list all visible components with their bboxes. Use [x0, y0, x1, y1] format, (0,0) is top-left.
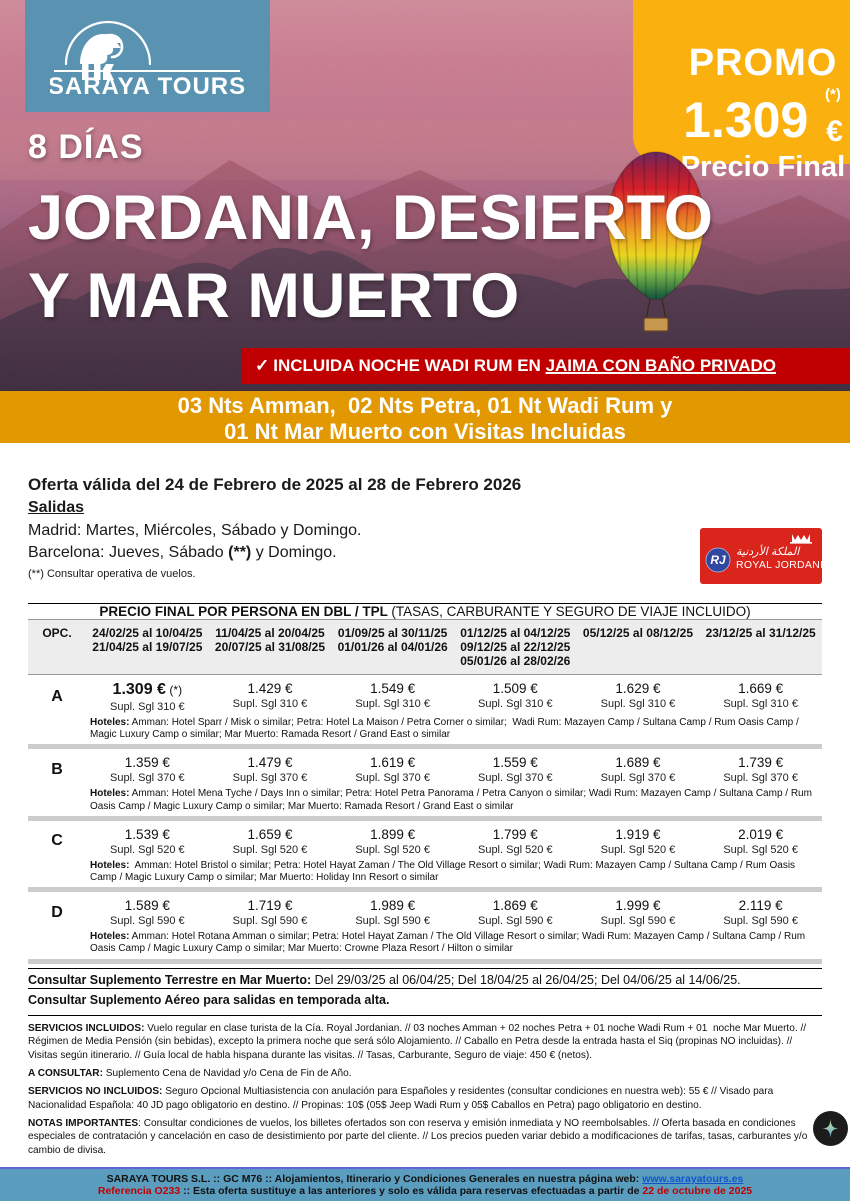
svg-text:ROYAL JORDANIAN: ROYAL JORDANIAN	[736, 559, 822, 571]
svg-text:الملكة الأردنية: الملكة الأردنية	[736, 544, 801, 558]
svg-text:SARAYA TOURS: SARAYA TOURS	[50, 73, 245, 100]
svg-text:RJ: RJ	[710, 553, 726, 567]
